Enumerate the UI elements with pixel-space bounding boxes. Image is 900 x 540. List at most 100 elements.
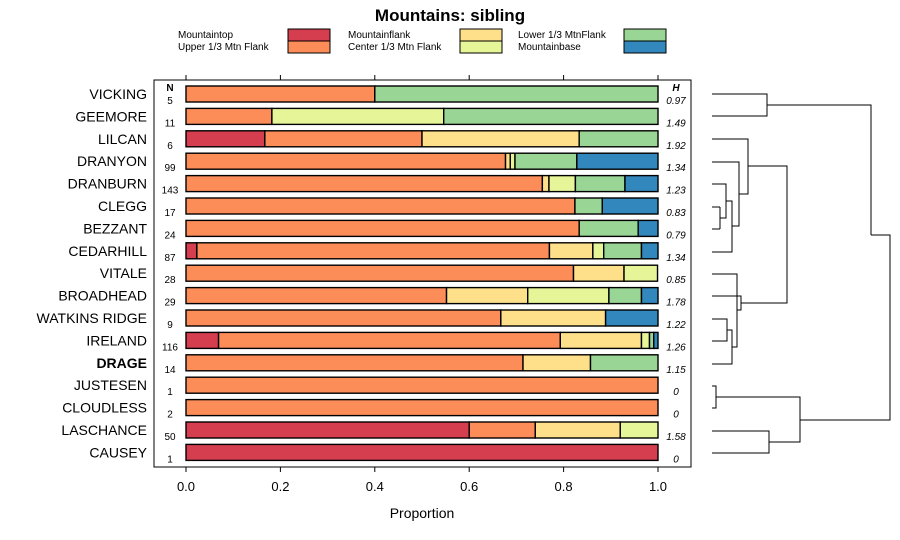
h-value: 1.34	[666, 253, 686, 264]
dendro-branch	[716, 396, 801, 443]
x-tick-label: 0.0	[177, 479, 195, 494]
row-label: DRANBURN	[68, 176, 147, 192]
dendro-branch	[712, 329, 733, 365]
n-value: 14	[164, 365, 176, 376]
bar-segment	[534, 421, 621, 439]
bar-segment	[185, 152, 507, 170]
row-label: DRANYON	[77, 153, 147, 169]
row-label: VICKING	[89, 86, 147, 102]
legend-swatch-upper-third-flank	[287, 40, 331, 54]
bar-segment	[541, 174, 550, 193]
x-axis: 0.0 0.2 0.4 0.6 0.8 1.0	[177, 75, 667, 494]
h-value: 0.83	[666, 208, 686, 219]
dendro-branch	[712, 183, 727, 219]
bar-segment	[578, 219, 639, 238]
bar-segment	[548, 242, 594, 260]
bar-segment	[185, 331, 220, 350]
x-axis-label: Proportion	[390, 505, 455, 521]
n-value: 29	[164, 298, 176, 309]
bar-segment	[217, 331, 562, 350]
row-label: CAUSEY	[89, 444, 147, 460]
bar-segment	[196, 242, 551, 260]
dendro-branch	[712, 138, 749, 195]
bar-segment	[572, 264, 625, 282]
bars-layer	[185, 85, 659, 462]
legend-label-upper-third-flank: Upper 1/3 Mtn Flank	[178, 42, 270, 53]
n-value: 28	[164, 275, 176, 286]
dendro-branch	[712, 430, 770, 454]
h-value: 0	[673, 454, 679, 465]
h-value: 1.78	[666, 298, 686, 309]
legend-swatch-center-third-flank	[459, 40, 503, 54]
h-value: 0.79	[666, 230, 686, 241]
n-value: 116	[162, 342, 178, 353]
n-value: 17	[164, 208, 176, 219]
dendro-branch	[800, 234, 891, 421]
x-tick-label: 0.8	[555, 479, 573, 494]
row-label: IRELAND	[86, 332, 147, 348]
h-value: 1.15	[666, 365, 686, 376]
bar-segment	[574, 174, 626, 193]
x-tick-label: 0.4	[366, 479, 384, 494]
bar-segment	[185, 85, 376, 103]
h-value: 1.34	[666, 163, 686, 174]
bar-segment	[509, 152, 516, 170]
bar-segment	[468, 421, 536, 439]
bar-segment	[185, 130, 266, 148]
bar-segment	[603, 242, 643, 260]
legend-label-center-third-flank: Center 1/3 Mtn Flank	[348, 42, 442, 53]
x-tick-label: 0.2	[271, 479, 289, 494]
h-value: 1.23	[666, 186, 686, 197]
bar-segment	[264, 130, 423, 148]
bar-segment	[185, 264, 575, 282]
n-value: 24	[164, 230, 176, 241]
dendrogram	[712, 93, 891, 454]
dendro-branch	[741, 165, 788, 304]
dendro-branch	[712, 200, 733, 253]
row-label: VITALE	[100, 265, 147, 281]
plot-frame	[153, 79, 692, 468]
bar-segment	[623, 264, 659, 282]
bar-segment	[653, 331, 659, 350]
row-label: LILCAN	[98, 131, 147, 147]
dendro-branch	[712, 385, 717, 409]
legend-swatch-mountainbase	[623, 40, 667, 54]
bar-segment	[445, 286, 529, 305]
n-value: 143	[162, 186, 179, 197]
bar-segment	[578, 130, 659, 148]
bar-segment	[637, 219, 659, 238]
bar-segment	[271, 107, 445, 126]
row-label: LASCHANCE	[61, 422, 147, 438]
n-value: 50	[164, 432, 176, 443]
legend-swatch-mountaintop	[287, 28, 331, 42]
row-label: JUSTESEN	[74, 377, 147, 393]
bar-segment	[592, 242, 605, 260]
n-value: 11	[165, 118, 176, 129]
dendro-branch	[712, 318, 728, 342]
bar-segment	[601, 197, 659, 215]
h-column-header: H	[672, 83, 680, 94]
bar-segment	[185, 398, 659, 417]
n-value: 1	[167, 454, 173, 465]
row-label: BROADHEAD	[58, 288, 147, 304]
bar-segment	[185, 197, 576, 215]
bar-segment	[640, 331, 651, 350]
bar-segment	[576, 152, 659, 170]
n-value: 87	[164, 253, 176, 264]
bar-segment	[504, 152, 511, 170]
bar-segment	[185, 443, 659, 462]
bar-segment	[574, 197, 604, 215]
legend-label-lower-third-flank: Lower 1/3 MtnFlank	[518, 30, 607, 41]
bar-segment	[421, 130, 580, 148]
h-value: 1.26	[666, 342, 686, 353]
legend-label-mountainbase: Mountainbase	[518, 42, 581, 53]
h-value: 0	[673, 387, 679, 398]
h-value: 0.97	[666, 96, 686, 107]
bar-segment	[185, 286, 448, 305]
h-value: 1.49	[666, 118, 686, 129]
dendro-branch	[712, 93, 768, 117]
legend-swatch-mountainflank	[459, 28, 503, 42]
